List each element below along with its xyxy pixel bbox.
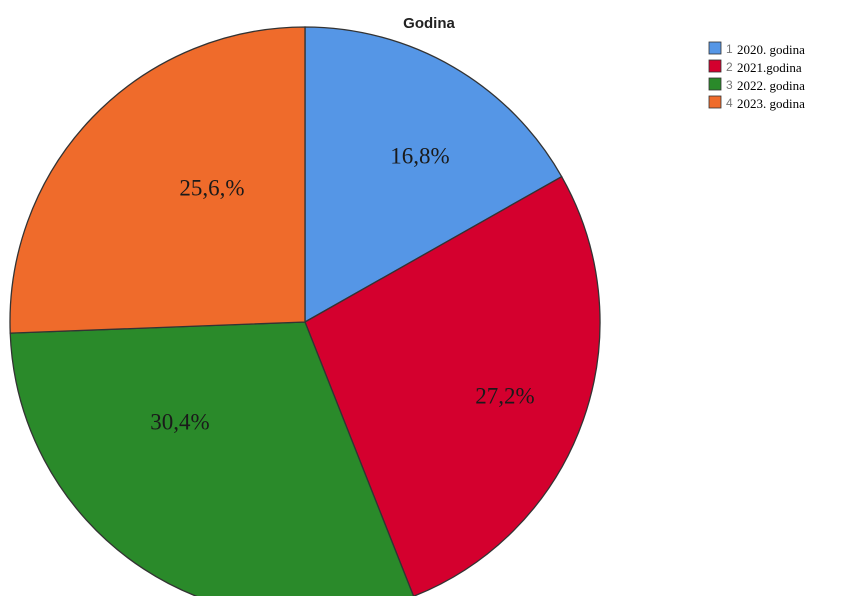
- pie-slices: [9, 26, 601, 596]
- pie-slice-2: [304, 175, 601, 596]
- legend-number-2: 2: [726, 60, 733, 74]
- legend-label-4: 2023. godina: [737, 96, 805, 111]
- legend-swatch-1: [708, 41, 722, 55]
- slice-label-1: 16,8%: [390, 143, 449, 168]
- legend-number-4: 4: [726, 96, 733, 110]
- legend-swatch-3: [708, 77, 722, 91]
- pie-slice-1: [304, 26, 563, 324]
- legend-swatch-2: [708, 59, 722, 73]
- slice-label-3: 30,4%: [150, 409, 209, 434]
- legend-number-3: 3: [726, 78, 733, 92]
- pie-slice-labels: 16,8% 27,2% 30,4% 25,6,%: [150, 143, 534, 434]
- legend-swatch-4: [708, 95, 722, 109]
- pie-slice-3: [9, 321, 415, 596]
- chart-title: Godina: [403, 15, 455, 32]
- slice-label-4: 25,6,%: [179, 175, 244, 200]
- legend-number-1: 1: [726, 42, 733, 56]
- pie-slice-4: [9, 26, 306, 334]
- legend-label-2: 2021.godina: [737, 60, 802, 75]
- legend-label-3: 2022. godina: [737, 78, 805, 93]
- slice-label-2: 27,2%: [475, 383, 534, 408]
- legend: 1 2020. godina 2 2021.godina 3 2022. godina 4 2…: [708, 41, 805, 111]
- legend-label-1: 2020. godina: [737, 42, 805, 57]
